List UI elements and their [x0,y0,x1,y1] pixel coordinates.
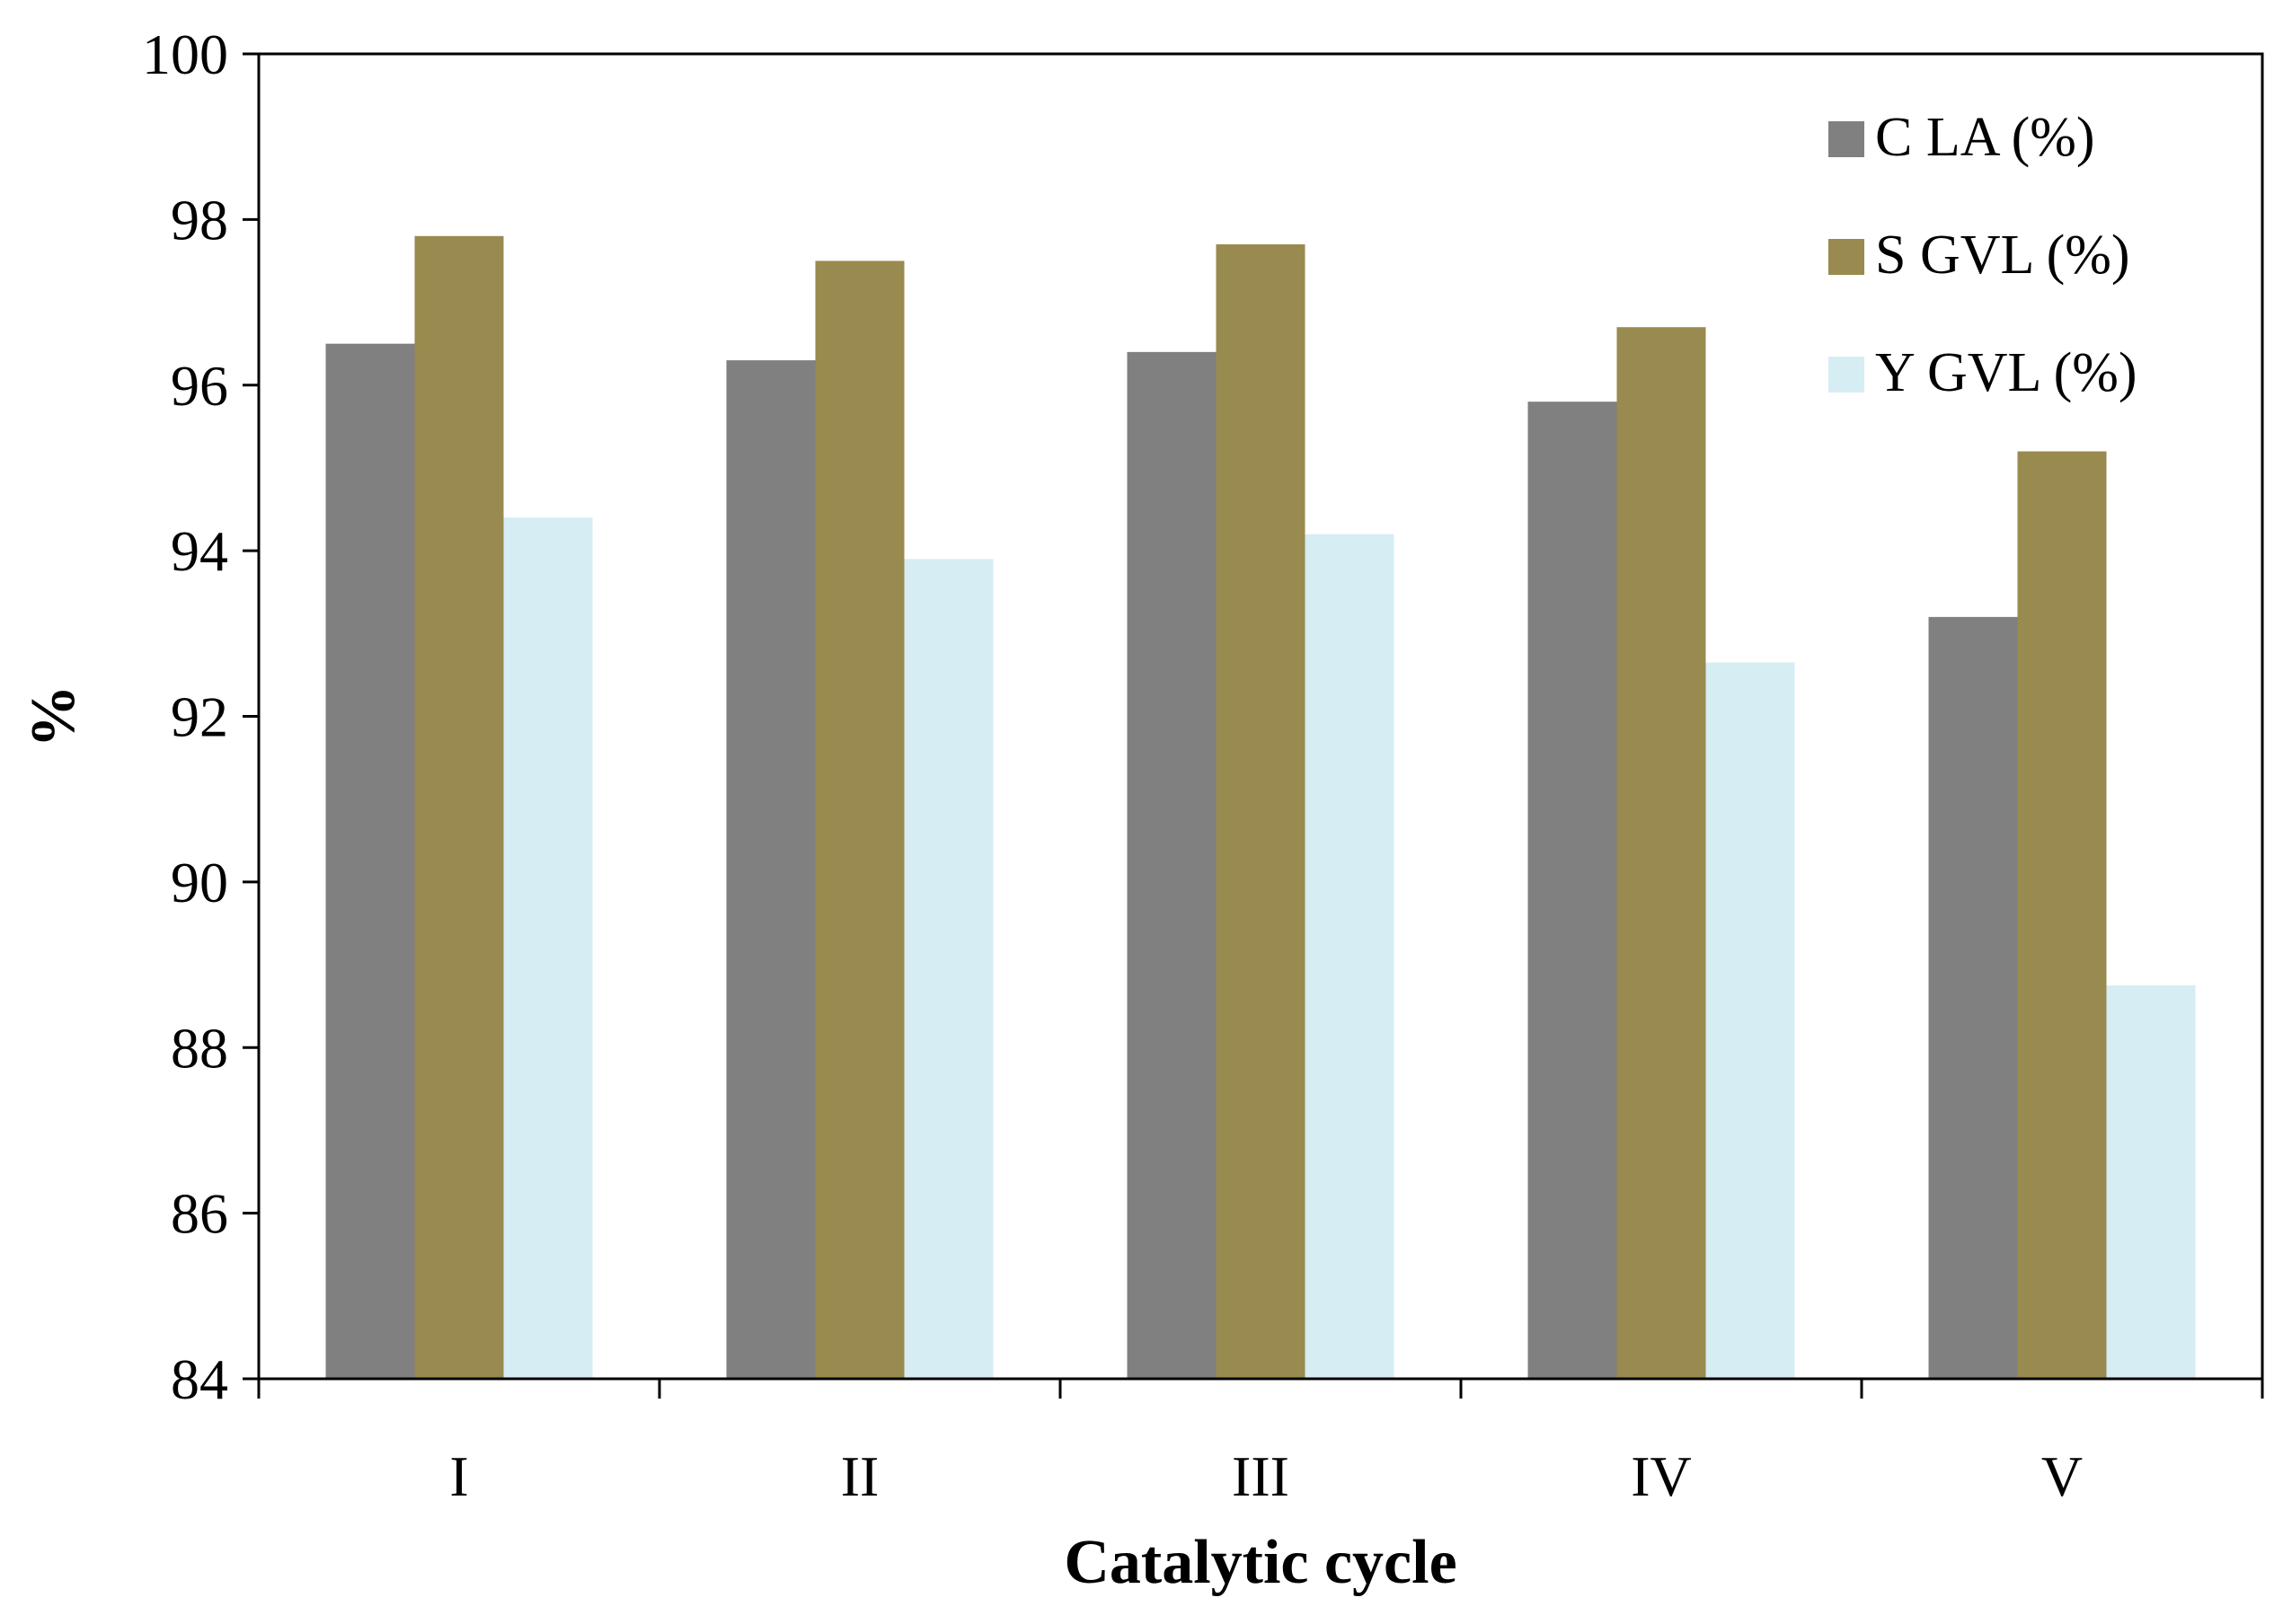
legend-label: Y GVL (%) [1875,342,2137,403]
bar-s-iii [1216,244,1305,1379]
x-tick-label: I [449,1444,468,1508]
x-axis-title: Catalytic cycle [1064,1528,1456,1597]
bar-c-iv [1527,402,1617,1379]
bar-c-i [325,343,415,1379]
y-tick-label: 94 [171,519,228,583]
bar-c-iii [1127,351,1217,1379]
y-tick-label: 86 [171,1182,228,1246]
bar-y-iv [1705,662,1795,1379]
y-tick-label: 96 [171,354,228,418]
bar-c-v [1928,616,2018,1379]
y-tick-label: 90 [171,851,228,914]
bar-s-v [2017,451,2107,1379]
legend-label: C LA (%) [1875,107,2095,168]
bar-y-iii [1305,534,1394,1379]
x-tick-label: II [841,1444,880,1508]
legend-swatch [1828,357,1864,393]
y-tick-label: 100 [142,22,228,86]
x-tick-label: V [2041,1444,2083,1508]
y-axis-title: % [19,685,88,748]
legend-swatch [1828,239,1864,275]
bar-s-i [414,235,504,1379]
bar-y-i [503,517,593,1379]
x-tick-label: III [1232,1444,1289,1508]
y-tick-label: 98 [171,188,228,252]
y-tick-label: 92 [171,685,228,749]
legend-label: S GVL (%) [1875,225,2130,286]
legend: C LA (%) S GVL (%) Y GVL (%) [1828,107,2137,403]
bars-layer [325,235,2196,1379]
bar-y-ii [904,559,994,1379]
bar-s-iv [1616,327,1706,1379]
bar-c-ii [726,360,816,1379]
y-tick-label: 84 [171,1347,228,1411]
bar-s-ii [815,260,905,1379]
y-tick-label: 88 [171,1016,228,1080]
bar-y-v [2106,985,2196,1379]
legend-swatch [1828,121,1864,157]
x-tick-label: IV [1631,1444,1692,1508]
